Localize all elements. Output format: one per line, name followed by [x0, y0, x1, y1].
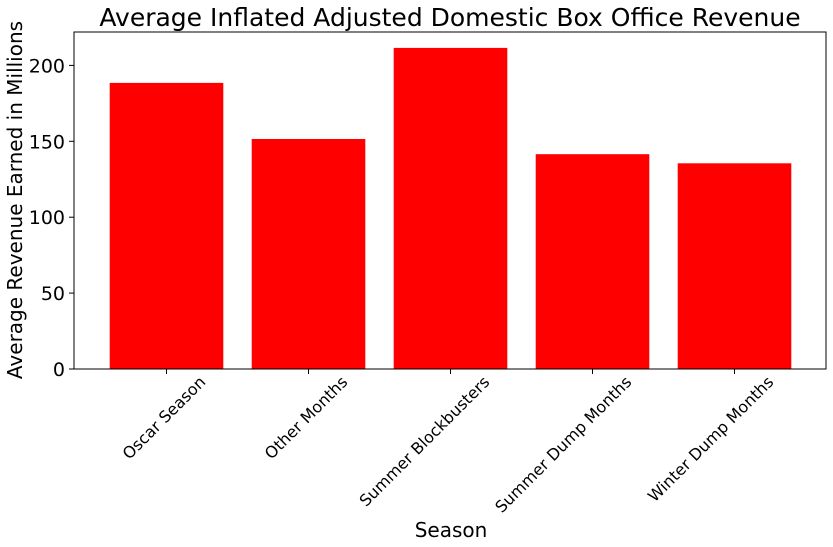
y-tick-label: 0 — [53, 359, 65, 381]
bar-other-months — [251, 139, 366, 369]
chart-title: Average Inflated Adjusted Domestic Box O… — [99, 3, 800, 32]
y-axis: 0 50 100 150 200 — [29, 55, 74, 381]
x-axis: Oscar Season Other Months Summer Blockbust… — [119, 369, 777, 516]
bar-oscar-season — [109, 82, 224, 370]
bar-summer-blockbusters — [393, 47, 508, 370]
bar-summer-dump-months — [535, 154, 650, 369]
x-tick-label: Winter Dump Months — [644, 372, 777, 505]
bars-group — [109, 47, 792, 370]
x-tick-label: Oscar Season — [119, 372, 210, 463]
y-tick-label: 200 — [29, 55, 65, 77]
x-axis-label: Season — [415, 518, 488, 542]
x-tick-label: Summer Blockbusters — [355, 372, 493, 510]
y-axis-label: Average Revenue Earned in Millions — [3, 21, 27, 379]
y-tick-label: 150 — [29, 131, 65, 153]
bar-winter-dump-months — [677, 163, 792, 369]
x-tick-label: Summer Dump Months — [491, 372, 635, 516]
y-tick-label: 50 — [41, 283, 65, 305]
x-tick-label: Other Months — [261, 372, 352, 463]
y-tick-label: 100 — [29, 207, 65, 229]
